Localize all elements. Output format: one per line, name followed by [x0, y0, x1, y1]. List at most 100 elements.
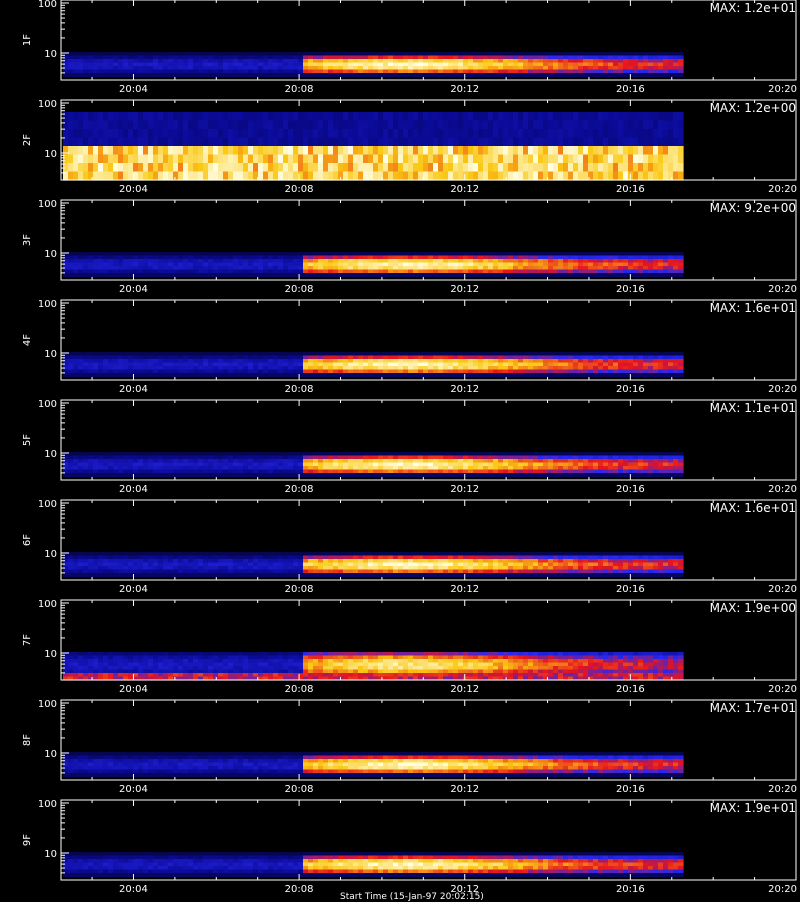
heatmap-cell	[193, 252, 199, 256]
heatmap-cell	[93, 112, 99, 121]
heatmap-cell	[463, 352, 469, 356]
heatmap-cell	[623, 363, 629, 367]
heatmap-cell	[268, 470, 274, 474]
heatmap-cell	[198, 466, 204, 470]
heatmap-cell	[503, 259, 509, 263]
heatmap-cell	[353, 163, 359, 172]
heatmap-cell	[193, 463, 199, 467]
heatmap-cell	[233, 252, 239, 256]
heatmap-cell	[358, 273, 364, 277]
heatmap-cell	[478, 70, 484, 74]
heatmap-cell	[213, 112, 219, 121]
heatmap-cell	[383, 121, 389, 130]
heatmap-cell	[493, 70, 499, 74]
heatmap-cell	[623, 273, 629, 277]
heatmap-cell	[348, 463, 354, 467]
heatmap-cell	[593, 270, 599, 274]
heatmap-cell	[208, 63, 214, 67]
heatmap-cell	[93, 470, 99, 474]
heatmap-cell	[303, 163, 309, 172]
heatmap-cell	[568, 266, 574, 270]
heatmap-cell	[173, 73, 179, 77]
heatmap-cell	[353, 463, 359, 467]
heatmap-cell	[163, 463, 169, 467]
heatmap-cell	[78, 146, 84, 155]
heatmap-cell	[538, 56, 544, 60]
heatmap-cell	[483, 473, 489, 477]
heatmap-cell	[123, 352, 129, 356]
heatmap-cell	[553, 129, 559, 138]
heatmap-cell	[103, 456, 109, 460]
heatmap-cell	[313, 452, 319, 456]
heatmap-cell	[233, 155, 239, 164]
heatmap-cell	[343, 146, 349, 155]
heatmap-cell	[213, 459, 219, 463]
heatmap-cell	[658, 466, 664, 470]
heatmap-cell	[633, 252, 639, 256]
heatmap-cell	[583, 256, 589, 260]
heatmap-cell	[533, 456, 539, 460]
heatmap-cell	[528, 352, 534, 356]
heatmap-cell	[183, 563, 189, 567]
heatmap-cell	[448, 473, 454, 477]
heatmap-cell	[233, 256, 239, 260]
heatmap-cell	[263, 256, 269, 260]
heatmap-cell	[558, 459, 564, 463]
heatmap-cell	[143, 466, 149, 470]
heatmap-cell	[238, 66, 244, 70]
heatmap-cell	[653, 146, 659, 155]
heatmap-cell	[68, 559, 74, 563]
heatmap-cell	[193, 363, 199, 367]
heatmap-cell	[188, 63, 194, 67]
heatmap-cell	[353, 252, 359, 256]
heatmap-cell	[103, 452, 109, 456]
heatmap-cell	[173, 129, 179, 138]
x-tick-label: 20:16	[616, 284, 645, 295]
x-tick-label: 20:20	[768, 184, 797, 195]
heatmap-cell	[633, 373, 639, 377]
heatmap-cell	[338, 138, 344, 147]
heatmap-cell	[483, 70, 489, 74]
heatmap-cell	[438, 52, 444, 56]
heatmap-cell	[158, 266, 164, 270]
heatmap-cell	[188, 563, 194, 567]
heatmap-cell	[98, 138, 104, 147]
heatmap-cell	[233, 163, 239, 172]
heatmap-cell	[528, 359, 534, 363]
heatmap-cell	[598, 373, 604, 377]
heatmap-cell	[463, 370, 469, 374]
heatmap-cell	[208, 473, 214, 477]
heatmap-cell	[368, 470, 374, 474]
heatmap-cell	[388, 366, 394, 370]
heatmap-cell	[428, 73, 434, 77]
heatmap-cell	[163, 270, 169, 274]
heatmap-cell	[508, 263, 514, 267]
heatmap-cell	[573, 266, 579, 270]
heatmap-cell	[208, 559, 214, 563]
heatmap-cell	[523, 359, 529, 363]
heatmap-cell	[433, 146, 439, 155]
heatmap-cell	[183, 559, 189, 563]
heatmap-cell	[618, 373, 624, 377]
heatmap-cell	[103, 559, 109, 563]
heatmap-cell	[428, 59, 434, 63]
heatmap-cell	[518, 263, 524, 267]
heatmap-cell	[148, 270, 154, 274]
heatmap-cell	[338, 373, 344, 377]
heatmap-cell	[288, 459, 294, 463]
heatmap-cell	[668, 456, 674, 460]
heatmap-cell	[573, 63, 579, 67]
heatmap-cell	[73, 563, 79, 567]
heatmap-cell	[573, 456, 579, 460]
heatmap-cell	[418, 473, 424, 477]
heatmap-cell	[678, 70, 684, 74]
heatmap-cell	[363, 163, 369, 172]
heatmap-cell	[503, 263, 509, 267]
heatmap-cell	[118, 59, 124, 63]
heatmap-cell	[213, 273, 219, 277]
heatmap-cell	[498, 370, 504, 374]
heatmap-cell	[338, 470, 344, 474]
heatmap-cell	[223, 163, 229, 172]
heatmap-cell	[453, 473, 459, 477]
heatmap-cell	[178, 463, 184, 467]
